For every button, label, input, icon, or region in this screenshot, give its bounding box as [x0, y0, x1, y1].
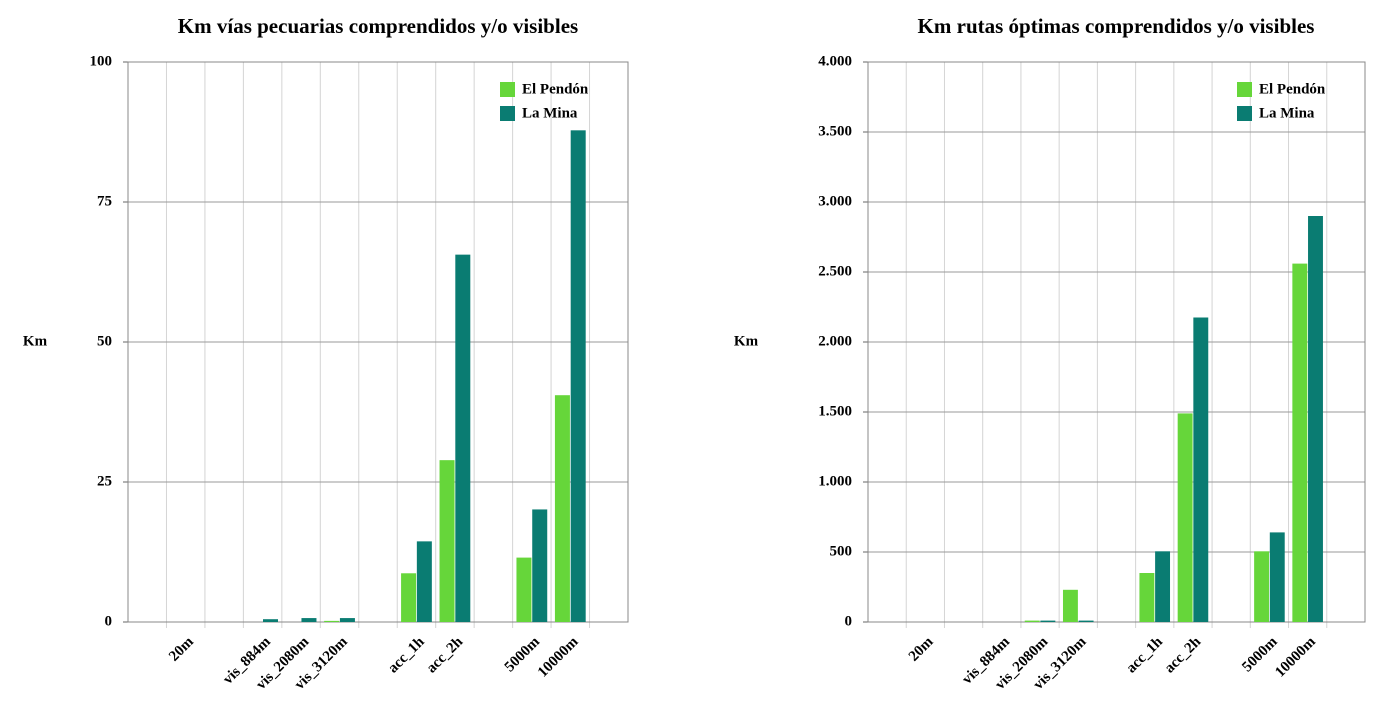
bar [324, 620, 340, 622]
bar [1078, 620, 1094, 622]
x-tick-label: 10000m [1272, 634, 1319, 681]
x-tick-label: acc_2h [424, 633, 467, 676]
legend-swatch [500, 106, 515, 121]
y-axis-label: Km [23, 333, 48, 349]
bar [1177, 413, 1193, 622]
plot-frame [127, 61, 629, 623]
y-tick-label: 100 [90, 53, 113, 69]
y-tick-label: 1.000 [818, 473, 852, 489]
y-tick-label: 25 [97, 473, 112, 489]
bar [1155, 551, 1171, 622]
y-tick-label: 2.000 [818, 333, 852, 349]
legend-label: La Mina [1259, 105, 1315, 121]
x-tick-label: acc_1h [1123, 633, 1166, 676]
y-tick-label: 3.000 [818, 193, 852, 209]
y-tick-label: 0 [105, 613, 113, 629]
x-tick-label: 20m [166, 634, 197, 665]
chart: Km rutas óptimas comprendidos y/o visibl… [734, 14, 1366, 693]
bar [516, 557, 532, 622]
bar [1040, 620, 1056, 622]
bar [339, 618, 355, 622]
plot-frame [867, 61, 1366, 623]
legend-label: La Mina [522, 105, 578, 121]
legend-swatch [1237, 106, 1252, 121]
y-tick-label: 2.500 [818, 263, 852, 279]
legend-swatch [1237, 82, 1252, 97]
bar [301, 618, 317, 622]
bar [1254, 551, 1270, 622]
chart-title: Km vías pecuarias comprendidos y/o visib… [178, 14, 578, 38]
bar [455, 254, 471, 622]
y-tick-label: 500 [830, 543, 853, 559]
y-tick-label: 3.500 [818, 123, 852, 139]
bar [263, 619, 278, 622]
bar [1193, 317, 1209, 622]
bar [1308, 216, 1323, 622]
y-tick-label: 1.500 [818, 403, 852, 419]
y-tick-label: 75 [97, 193, 112, 209]
bar [1292, 263, 1308, 622]
bar [416, 541, 432, 622]
bar [1024, 620, 1040, 622]
bar [401, 573, 417, 622]
bar [1139, 573, 1155, 622]
bar [1062, 589, 1078, 622]
bar [1269, 532, 1285, 622]
chart-title: Km rutas óptimas comprendidos y/o visibl… [918, 14, 1315, 38]
bar [439, 460, 455, 622]
legend-label: El Pendón [522, 81, 589, 97]
x-tick-label: acc_2h [1162, 633, 1205, 676]
x-tick-label: 10000m [535, 634, 582, 681]
legend-swatch [500, 82, 515, 97]
bar [570, 130, 586, 622]
chart: Km vías pecuarias comprendidos y/o visib… [23, 14, 629, 693]
y-tick-label: 0 [845, 613, 853, 629]
y-tick-label: 50 [97, 333, 112, 349]
x-tick-label: 20m [906, 634, 937, 665]
bar [554, 395, 570, 622]
y-axis-label: Km [734, 333, 759, 349]
x-tick-label: acc_1h [385, 633, 428, 676]
y-tick-label: 4.000 [818, 53, 852, 69]
legend-label: El Pendón [1259, 81, 1326, 97]
bar [532, 509, 548, 622]
